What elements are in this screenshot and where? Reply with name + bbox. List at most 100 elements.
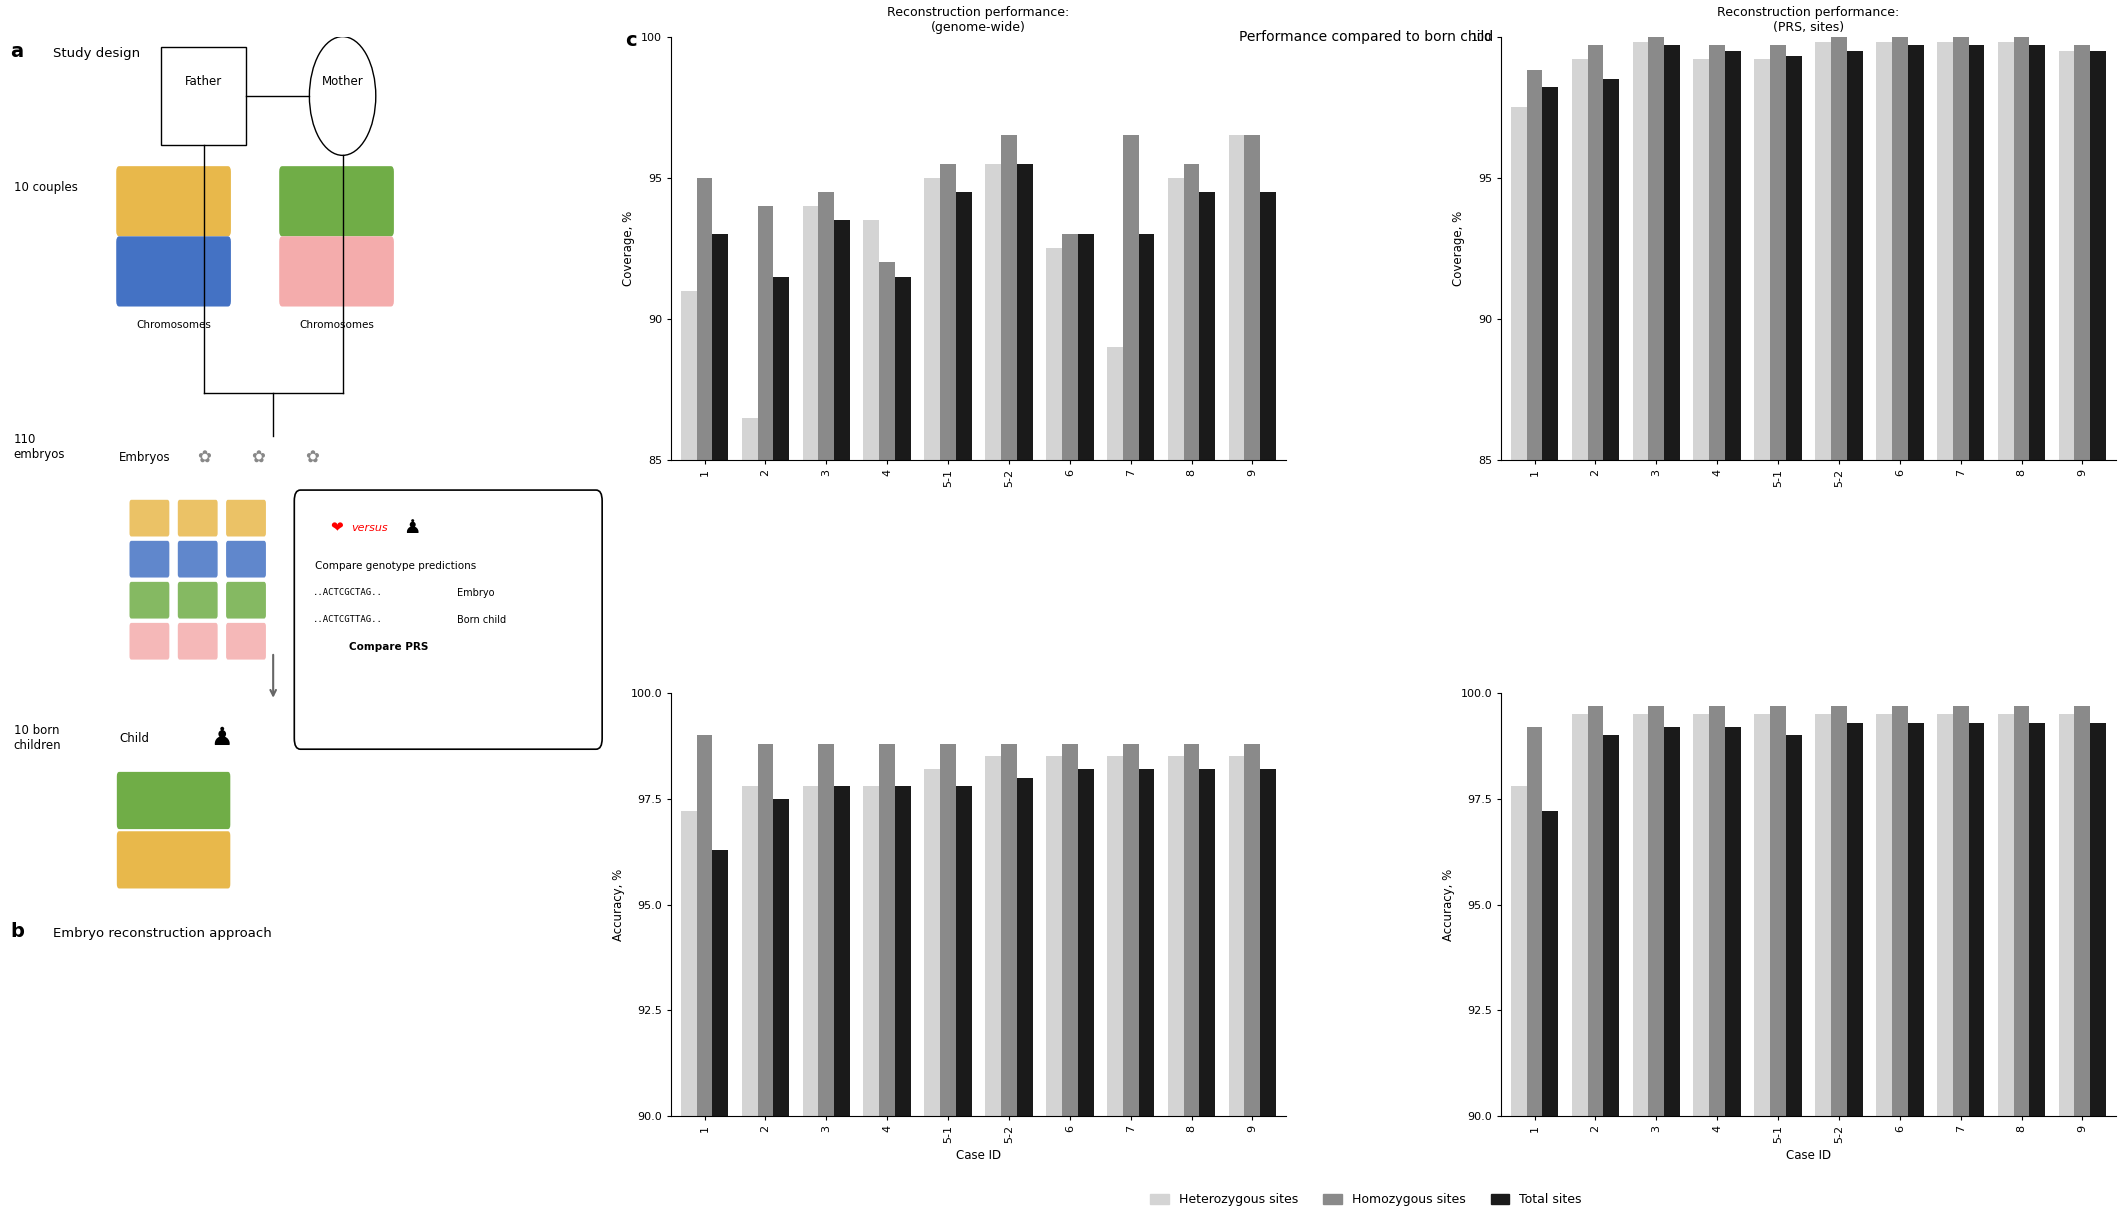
Bar (1847, 51, 1862, 1220)
X-axis label: Case ID: Case ID (1785, 1149, 1832, 1161)
Bar (1108, 756, 1123, 1220)
FancyBboxPatch shape (280, 166, 394, 237)
Bar (834, 786, 849, 1220)
Bar (1603, 79, 1618, 1220)
Bar (1771, 45, 1785, 1220)
Bar (1017, 163, 1034, 1220)
Bar (680, 811, 697, 1220)
Bar (1078, 234, 1093, 1220)
Bar (985, 163, 1002, 1220)
Text: ❤: ❤ (330, 521, 343, 536)
Bar (1603, 736, 1618, 1220)
FancyBboxPatch shape (227, 623, 267, 660)
Bar (1908, 722, 1923, 1220)
Bar (1830, 705, 1847, 1220)
Bar (1815, 43, 1830, 1220)
Bar (864, 786, 879, 1220)
FancyBboxPatch shape (227, 540, 267, 577)
Bar (1938, 714, 1953, 1220)
FancyBboxPatch shape (116, 772, 231, 830)
Bar (712, 849, 729, 1220)
Bar (1199, 769, 1216, 1220)
Bar (1997, 714, 2014, 1220)
Bar (940, 744, 955, 1220)
Bar (955, 786, 972, 1220)
Bar (1815, 714, 1830, 1220)
Bar (741, 417, 758, 1220)
Bar (1510, 107, 1527, 1220)
Bar (834, 220, 849, 1220)
Bar (1877, 714, 1891, 1220)
Bar (1245, 135, 1260, 1220)
Y-axis label: Accuracy, %: Accuracy, % (1442, 869, 1455, 941)
Bar (741, 786, 758, 1220)
Bar (1199, 192, 1216, 1220)
Bar (1709, 705, 1724, 1220)
Bar (1046, 249, 1061, 1220)
Bar (1709, 45, 1724, 1220)
Bar (712, 234, 729, 1220)
Y-axis label: Coverage, %: Coverage, % (623, 211, 635, 285)
Bar (2059, 51, 2074, 1220)
Bar (2014, 37, 2029, 1220)
Bar (1968, 722, 1985, 1220)
Text: ♟: ♟ (210, 726, 233, 750)
Bar (1588, 45, 1603, 1220)
Bar (697, 178, 712, 1220)
Bar (1123, 744, 1139, 1220)
FancyBboxPatch shape (294, 490, 602, 749)
Text: Embryos: Embryos (119, 451, 172, 464)
FancyBboxPatch shape (116, 166, 231, 237)
Bar (2074, 705, 2090, 1220)
FancyBboxPatch shape (280, 237, 394, 306)
Bar (818, 192, 834, 1220)
FancyBboxPatch shape (178, 623, 218, 660)
Bar (773, 277, 790, 1220)
FancyBboxPatch shape (227, 500, 267, 537)
Bar (1785, 736, 1802, 1220)
Bar (1260, 192, 1277, 1220)
Bar (1665, 727, 1680, 1220)
Bar (879, 744, 896, 1220)
Bar (1572, 714, 1588, 1220)
Bar (1754, 714, 1771, 1220)
Bar (1061, 744, 1078, 1220)
Bar (758, 744, 773, 1220)
Bar (1724, 727, 1741, 1220)
Title: Reconstruction performance:
(genome-wide): Reconstruction performance: (genome-wide… (887, 6, 1070, 34)
Bar (2074, 45, 2090, 1220)
Bar (1167, 178, 1184, 1220)
Bar (1997, 43, 2014, 1220)
Bar (803, 786, 818, 1220)
Bar (2090, 722, 2105, 1220)
Bar (1228, 756, 1245, 1220)
FancyBboxPatch shape (116, 237, 231, 306)
Bar (1002, 744, 1017, 1220)
Bar (1891, 705, 1908, 1220)
Bar (1139, 769, 1154, 1220)
Bar (923, 178, 940, 1220)
Bar (773, 799, 790, 1220)
Bar (1785, 56, 1802, 1220)
Bar (1665, 45, 1680, 1220)
Bar (1260, 769, 1277, 1220)
Bar (1968, 45, 1985, 1220)
Text: Born child: Born child (457, 615, 506, 625)
Text: Mother: Mother (322, 76, 364, 88)
Bar (1588, 705, 1603, 1220)
Bar (758, 206, 773, 1220)
FancyBboxPatch shape (129, 582, 169, 619)
FancyBboxPatch shape (116, 831, 231, 888)
Bar (1953, 37, 1968, 1220)
Bar (818, 744, 834, 1220)
Text: 10 born
children: 10 born children (13, 725, 61, 753)
Text: 110
embryos: 110 embryos (13, 433, 66, 461)
Bar (1527, 71, 1542, 1220)
Bar (1771, 705, 1785, 1220)
Text: ..ACTCGCTAG..: ..ACTCGCTAG.. (311, 588, 381, 597)
Legend: Heterozygous sites, Homozygous sites, Total sites: Heterozygous sites, Homozygous sites, To… (1146, 1188, 1586, 1211)
Bar (1061, 234, 1078, 1220)
Text: versus: versus (352, 523, 388, 533)
Bar (1877, 43, 1891, 1220)
Bar (985, 756, 1002, 1220)
